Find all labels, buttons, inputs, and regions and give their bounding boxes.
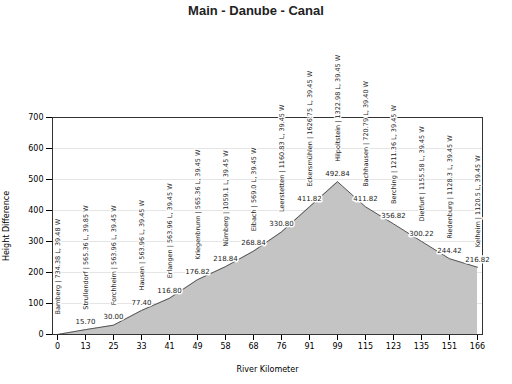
svg-text:99: 99 bbox=[332, 342, 342, 351]
svg-text:Eckersmühlen | 1626.75 L, 39.4: Eckersmühlen | 1626.75 L, 39.45 W bbox=[306, 70, 314, 186]
svg-text:300: 300 bbox=[28, 237, 43, 246]
svg-text:15.70: 15.70 bbox=[75, 318, 95, 326]
html-text:Main - Danube - Canal: Main - Danube - Canal bbox=[188, 3, 324, 18]
svg-text:200: 200 bbox=[28, 268, 43, 277]
svg-text:Dietfurt | 1155.58 L, 39.45 W: Dietfurt | 1155.58 L, 39.45 W bbox=[418, 126, 426, 222]
svg-text:135: 135 bbox=[414, 342, 429, 351]
svg-text:244.42: 244.42 bbox=[437, 247, 462, 255]
svg-text:100: 100 bbox=[28, 299, 43, 308]
svg-text:Erlangen | 563.96 L, 39.45 W: Erlangen | 563.96 L, 39.45 W bbox=[166, 183, 174, 278]
svg-text:49: 49 bbox=[192, 342, 202, 351]
svg-text:0: 0 bbox=[38, 330, 43, 339]
svg-text:500: 500 bbox=[28, 175, 43, 184]
svg-text:Berching | 1211.36 L, 39.45 W: Berching | 1211.36 L, 39.45 W bbox=[390, 104, 398, 203]
svg-text:Eibach | 569.0 L, 39.45 W: Eibach | 569.0 L, 39.45 W bbox=[250, 147, 258, 231]
svg-text:116.80: 116.80 bbox=[157, 287, 182, 295]
svg-text:33: 33 bbox=[136, 342, 146, 351]
svg-text:176.82: 176.82 bbox=[185, 268, 210, 276]
svg-text:492.84: 492.84 bbox=[325, 170, 350, 178]
svg-text:700: 700 bbox=[28, 113, 43, 122]
svg-text:Kriegenbrunn | 565.36 L, 39.45: Kriegenbrunn | 565.36 L, 39.45 W bbox=[194, 149, 202, 260]
svg-text:77.40: 77.40 bbox=[131, 299, 151, 307]
svg-text:400: 400 bbox=[28, 206, 43, 215]
svg-text:41: 41 bbox=[164, 342, 174, 351]
svg-text:411.82: 411.82 bbox=[353, 195, 378, 203]
svg-text:300.22: 300.22 bbox=[409, 230, 434, 238]
svg-text:76: 76 bbox=[276, 342, 286, 351]
svg-text:Forchheim | 563.96 L, 39.45 W: Forchheim | 563.96 L, 39.45 W bbox=[110, 205, 118, 306]
svg-text:268.84: 268.84 bbox=[241, 239, 266, 247]
svg-text:330.80: 330.80 bbox=[269, 220, 294, 228]
svg-text:216.82: 216.82 bbox=[465, 256, 490, 264]
svg-text:Hausen | 563.96 L, 39.45 W: Hausen | 563.96 L, 39.45 W bbox=[138, 199, 146, 290]
svg-text:Riedenburg | 1128.3 L, 39.45 W: Riedenburg | 1128.3 L, 39.45 W bbox=[446, 135, 454, 239]
svg-text:0: 0 bbox=[55, 342, 60, 351]
svg-text:13: 13 bbox=[80, 342, 90, 351]
svg-text:Nürnberg | 1059.1 L, 39.45 W: Nürnberg | 1059.1 L, 39.45 W bbox=[222, 150, 230, 247]
svg-text:Height Difference: Height Difference bbox=[2, 191, 11, 261]
svg-text:411.82: 411.82 bbox=[297, 195, 322, 203]
svg-text:123: 123 bbox=[386, 342, 401, 351]
svg-text:115: 115 bbox=[358, 342, 373, 351]
svg-text:151: 151 bbox=[442, 342, 457, 351]
svg-text:25: 25 bbox=[108, 342, 118, 351]
svg-text:Kelheim | 1120.5 L, 39.45 W: Kelheim | 1120.5 L, 39.45 W bbox=[474, 155, 482, 248]
svg-text:River Kilometer: River Kilometer bbox=[237, 365, 300, 374]
svg-text:58: 58 bbox=[220, 342, 230, 351]
svg-text:Leerstetten | 1160.83 L, 39.45: Leerstetten | 1160.83 L, 39.45 W bbox=[278, 104, 286, 212]
svg-text:Bamberg | 734.38 L, 39.48 W: Bamberg | 734.38 L, 39.48 W bbox=[54, 218, 62, 314]
svg-text:Bachhausen | 720.79 L, 39.40 W: Bachhausen | 720.79 L, 39.40 W bbox=[362, 80, 370, 186]
svg-text:68: 68 bbox=[248, 342, 258, 351]
svg-text:Hilpoltstein | 1322.98 L, 39.4: Hilpoltstein | 1322.98 L, 39.45 W bbox=[334, 54, 342, 162]
svg-text:30.00: 30.00 bbox=[103, 313, 123, 321]
svg-text:356.82: 356.82 bbox=[381, 212, 406, 220]
svg-text:218.84: 218.84 bbox=[213, 255, 238, 263]
svg-text:166: 166 bbox=[470, 342, 485, 351]
svg-text:Strullendorf | 565.36 L, 39.85: Strullendorf | 565.36 L, 39.85 W bbox=[82, 205, 90, 310]
svg-text:600: 600 bbox=[28, 144, 43, 153]
svg-text:91: 91 bbox=[304, 342, 314, 351]
